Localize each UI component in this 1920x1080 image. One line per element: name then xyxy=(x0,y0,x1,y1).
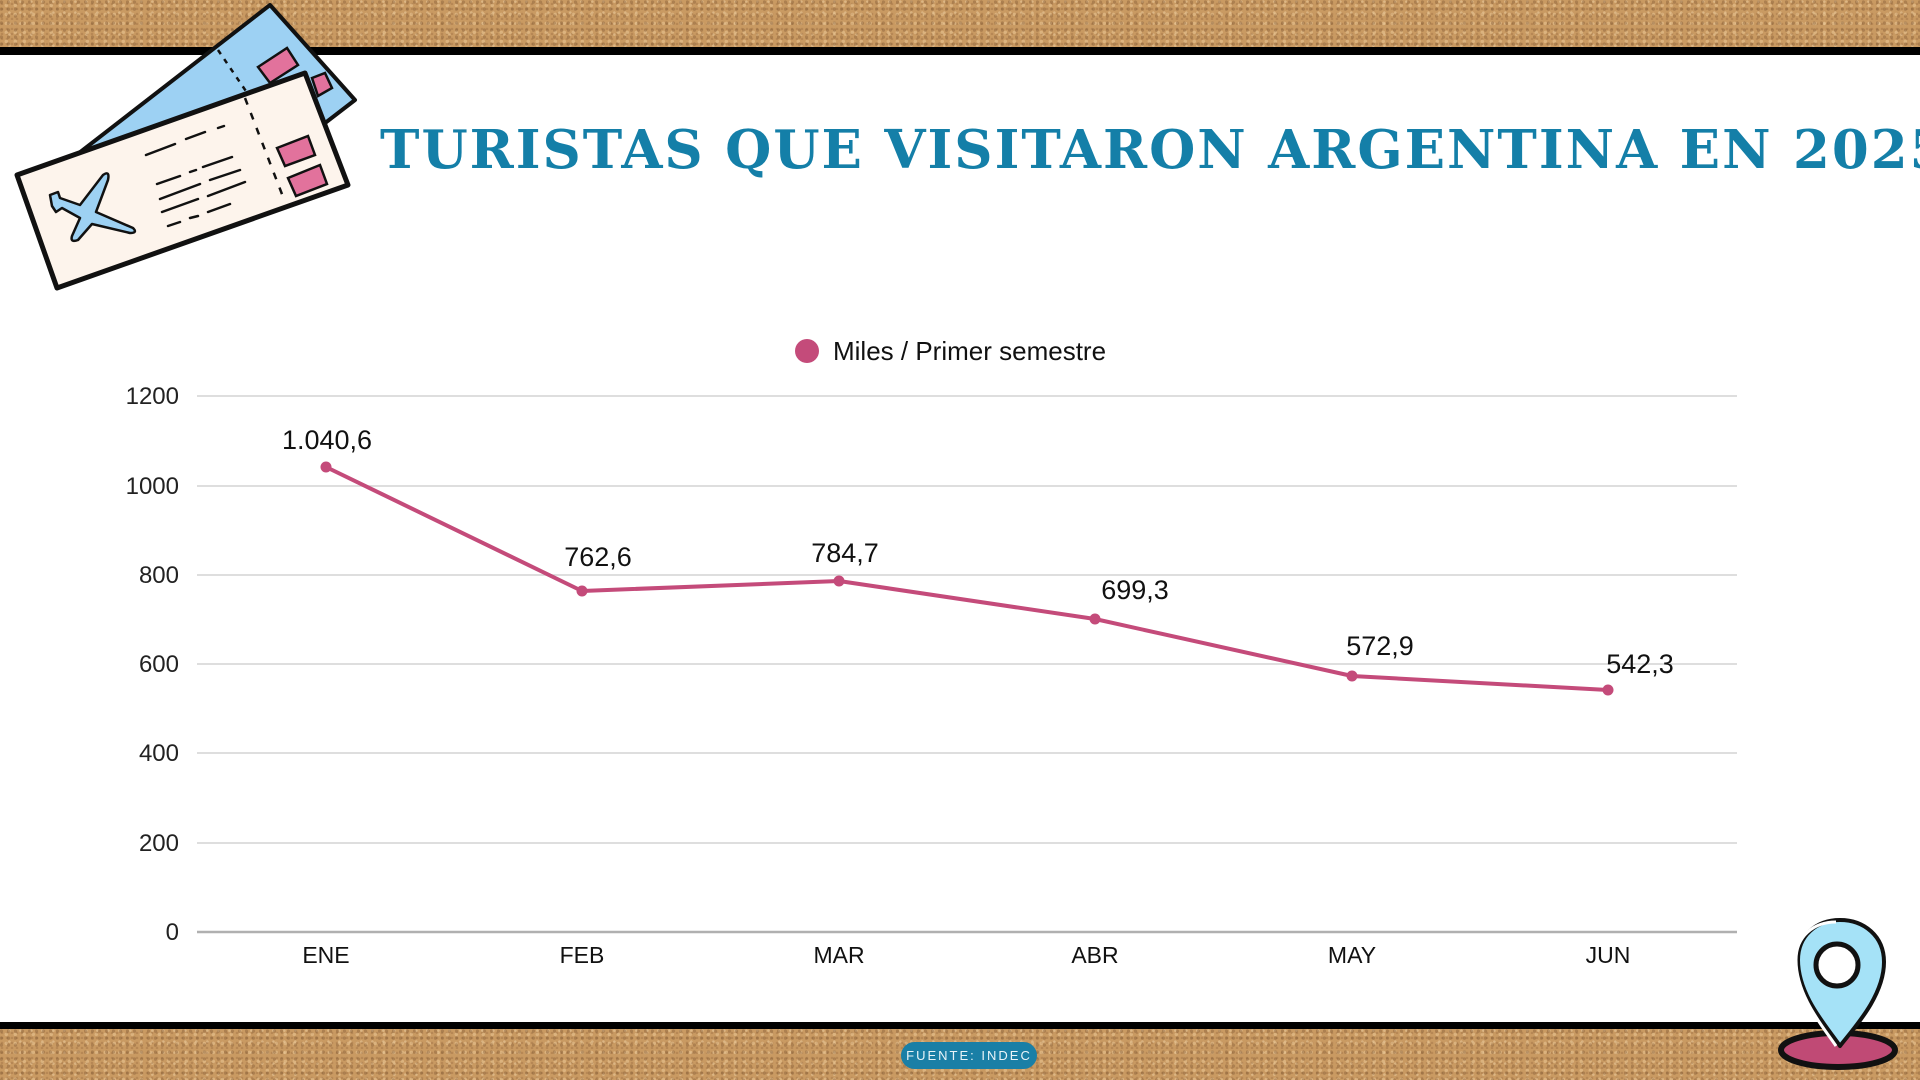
plane-tickets-icon xyxy=(14,3,357,291)
data-label: 572,9 xyxy=(1346,631,1414,661)
x-tick: MAY xyxy=(1328,942,1376,968)
x-tick: MAR xyxy=(813,942,864,968)
line-chart: 1200 1000 800 600 400 200 0 ENE FEB MAR … xyxy=(126,383,1737,968)
data-point[interactable] xyxy=(320,461,332,473)
map-pin-icon xyxy=(1778,918,1898,1070)
y-tick: 1200 xyxy=(126,383,179,410)
data-point[interactable] xyxy=(833,575,845,587)
y-axis-ticks: 1200 1000 800 600 400 200 0 xyxy=(126,383,179,946)
frame-stripe-top xyxy=(0,47,1920,55)
data-point[interactable] xyxy=(576,585,588,597)
data-labels: 1.040,6 762,6 784,7 699,3 572,9 542,3 xyxy=(282,425,1674,679)
y-tick: 400 xyxy=(139,740,179,767)
chart-legend: Miles / Primer semestre xyxy=(795,336,1106,366)
x-axis-ticks: ENE FEB MAR ABR MAY JUN xyxy=(302,942,1630,968)
data-point[interactable] xyxy=(1089,613,1101,625)
x-tick: JUN xyxy=(1586,942,1631,968)
y-tick: 0 xyxy=(166,919,179,946)
source-badge: FUENTE: INDEC xyxy=(901,1042,1037,1069)
data-points xyxy=(320,461,1614,696)
cork-border-top xyxy=(0,0,1920,48)
y-tick: 1000 xyxy=(126,473,179,500)
x-tick: FEB xyxy=(560,942,605,968)
data-point[interactable] xyxy=(1346,670,1358,682)
data-point[interactable] xyxy=(1602,684,1614,696)
frame-stripe-bottom xyxy=(0,1022,1920,1030)
legend-marker xyxy=(795,339,819,363)
legend-label: Miles / Primer semestre xyxy=(833,335,1107,366)
data-label: 762,6 xyxy=(564,542,632,572)
y-tick: 600 xyxy=(139,651,179,678)
y-tick: 200 xyxy=(139,830,179,857)
y-tick: 800 xyxy=(139,562,179,589)
x-tick: ABR xyxy=(1071,942,1118,968)
series-line xyxy=(324,465,1610,692)
data-label: 1.040,6 xyxy=(282,425,372,455)
data-label: 699,3 xyxy=(1101,575,1169,605)
page-title: TURISTAS QUE VISITARON ARGENTINA EN 2025 xyxy=(380,119,1920,181)
data-label: 542,3 xyxy=(1606,649,1674,679)
data-label: 784,7 xyxy=(811,538,879,568)
gridlines xyxy=(197,395,1737,844)
x-tick: ENE xyxy=(302,942,349,968)
